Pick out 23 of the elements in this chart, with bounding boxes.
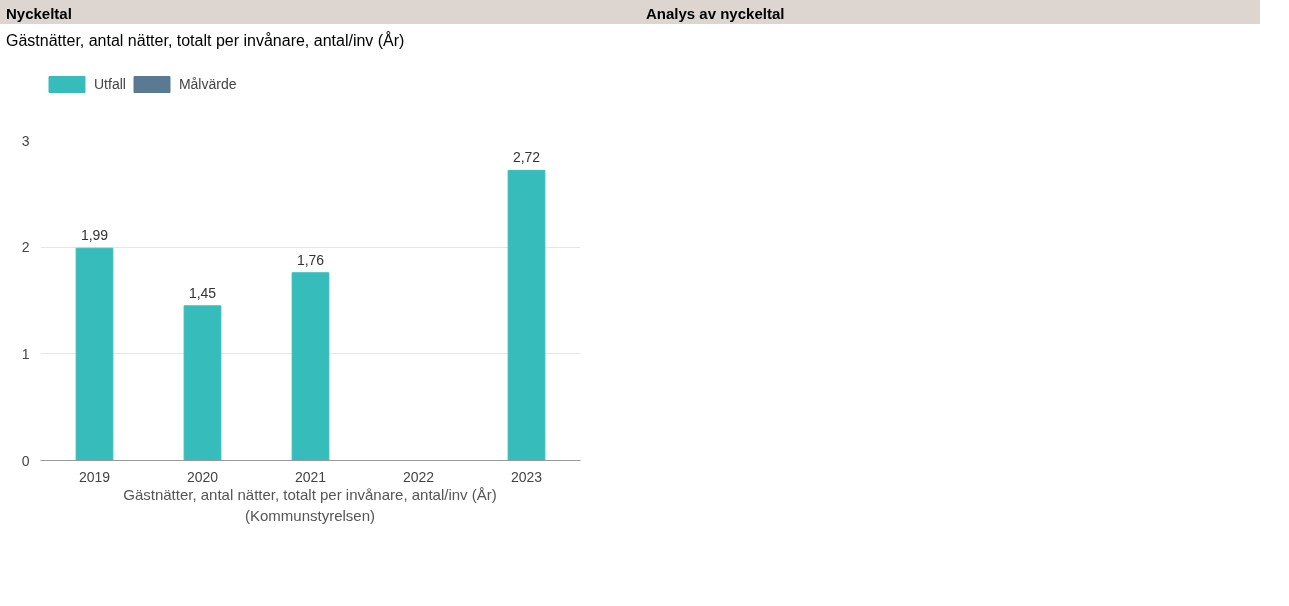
bar bbox=[507, 169, 546, 461]
x-tick-label: 2020 bbox=[186, 468, 219, 485]
x-axis-title: Gästnätter, antal nätter, totalt per invånare, antal/inv (År) (Kommunstyrelsen) bbox=[122, 485, 498, 527]
x-tick-label: 2022 bbox=[402, 468, 435, 485]
x-tick-label: 2023 bbox=[510, 468, 543, 485]
legend-label: Målvärde bbox=[178, 76, 237, 92]
y-tick-label: 2 bbox=[21, 239, 30, 256]
bar bbox=[75, 247, 114, 461]
data-label: 1,45 bbox=[188, 284, 217, 301]
text: Analys av nyckeltal bbox=[646, 4, 785, 24]
bar bbox=[183, 305, 222, 461]
chart-title: Gästnätter, antal nätter, totalt per invånare, antal/inv (År) bbox=[6, 30, 405, 51]
data-label: 1,76 bbox=[296, 251, 325, 268]
x-tick-label: 2021 bbox=[294, 468, 327, 485]
y-tick-label: 3 bbox=[21, 132, 30, 149]
data-label: 1,99 bbox=[80, 227, 109, 244]
text: Nyckeltal bbox=[6, 4, 72, 24]
bar bbox=[291, 272, 330, 461]
y-tick-label: 1 bbox=[21, 345, 30, 362]
y-tick-label: 0 bbox=[21, 452, 30, 469]
legend-label: Utfall bbox=[94, 76, 126, 92]
x-tick-label: 2019 bbox=[78, 468, 111, 485]
data-label: 2,72 bbox=[512, 149, 541, 166]
